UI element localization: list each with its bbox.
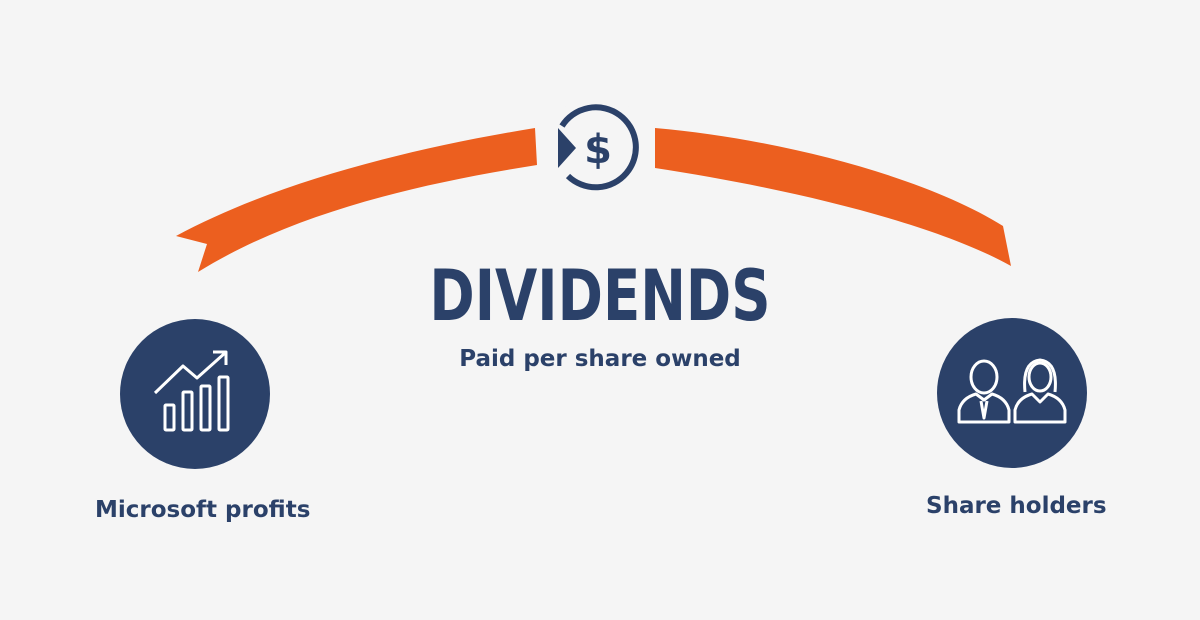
dollar-glyph: $ — [584, 127, 612, 173]
bar-chart-growth-icon — [153, 350, 230, 432]
page-subtitle: Paid per share owned — [459, 346, 741, 372]
dollar-cycle-icon: $ — [545, 96, 649, 200]
people-icon — [957, 358, 1067, 424]
share-holders-label: Share holders — [926, 493, 1107, 519]
page-title: DIVIDENDS — [429, 255, 771, 337]
microsoft-profits-label: Microsoft profits — [95, 497, 311, 523]
share-holders-node — [937, 318, 1087, 468]
arc-ribbon-right — [655, 128, 1011, 266]
microsoft-profits-node — [120, 319, 270, 469]
arc-ribbon-left — [176, 128, 537, 272]
